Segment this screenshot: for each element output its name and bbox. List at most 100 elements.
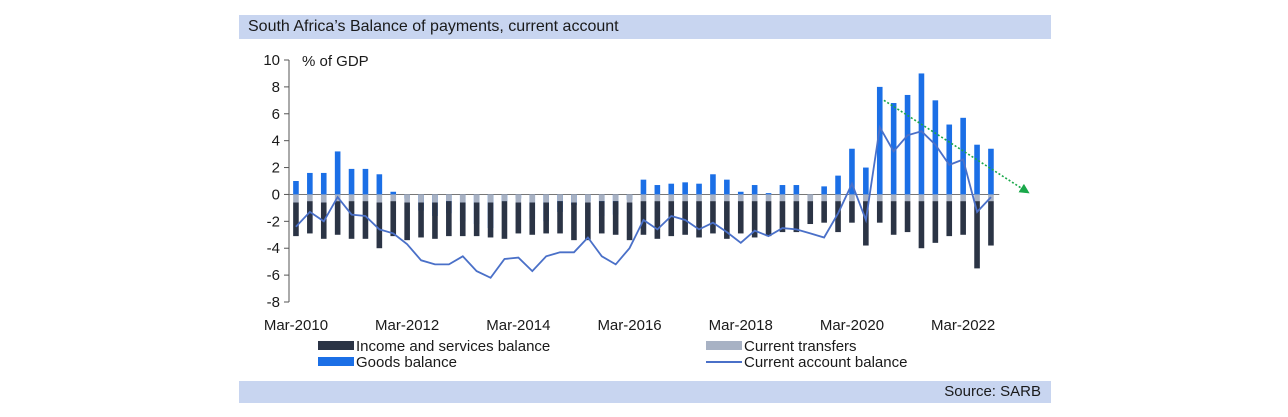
- goods-bar: [974, 144, 980, 195]
- y-tick-label: 0: [272, 186, 280, 203]
- income-bar: [446, 201, 452, 237]
- income-bar: [876, 201, 883, 223]
- goods-bar: [307, 172, 313, 195]
- goods-bar: [362, 168, 369, 195]
- income-bar: [515, 202, 522, 234]
- transfers-bar: [849, 194, 855, 202]
- goods-bar: [988, 148, 994, 195]
- transfers-bar: [362, 194, 369, 202]
- y-tick-label: -6: [267, 267, 280, 284]
- transfers-bar: [751, 194, 758, 202]
- goods-legend-swatch: [318, 357, 354, 366]
- transfers-bar: [571, 194, 577, 203]
- x-tick-label: Mar-2018: [709, 317, 773, 334]
- income-bar: [654, 201, 661, 239]
- income-bar: [849, 201, 855, 223]
- income-bar: [432, 202, 438, 239]
- goods-bar: [320, 172, 327, 195]
- goods-bar: [334, 151, 341, 195]
- transfers-bar: [612, 194, 619, 202]
- income-bar: [737, 201, 744, 234]
- y-tick-label: -4: [267, 240, 280, 257]
- x-tick-label: Mar-2014: [486, 317, 550, 334]
- transfers-bar: [418, 194, 424, 203]
- goods-bar: [376, 174, 383, 195]
- x-tick-label: Mar-2022: [931, 317, 995, 334]
- income-bar: [835, 201, 841, 233]
- income-bar: [696, 201, 702, 238]
- income-bar: [348, 201, 355, 239]
- goods-bar: [779, 185, 786, 195]
- transfers-bar: [529, 194, 536, 203]
- current-account-line: [295, 124, 992, 279]
- transfers-bar: [946, 194, 953, 202]
- goods-bar: [765, 193, 772, 195]
- goods-bar: [751, 185, 758, 195]
- income-bar: [598, 201, 605, 234]
- income-bar: [710, 201, 716, 234]
- income-bar: [946, 201, 953, 237]
- transfers-bar: [807, 194, 814, 202]
- trend-arrow: [883, 99, 1030, 194]
- income-bar: [960, 201, 966, 235]
- income-bar: [362, 201, 369, 239]
- y-tick-label: -8: [267, 294, 280, 311]
- axes-layer: -8 -6 -4 -2 0 2 4 6 8 10 Mar-2010 Mar-2012 Mar-2014 M…: [263, 52, 1000, 334]
- goods-bar: [696, 183, 702, 195]
- transfers-bar: [598, 194, 605, 202]
- transfers-bar: [473, 194, 480, 203]
- income-bar: [390, 201, 397, 237]
- title-banner: South Africa’s Balance of payments, curr…: [239, 15, 1051, 39]
- chart-title: South Africa’s Balance of payments, curr…: [248, 18, 619, 35]
- transfers-bar: [515, 194, 522, 203]
- income-bar: [612, 201, 619, 235]
- transfers-bar: [682, 194, 688, 202]
- transfers-bar: [890, 194, 897, 202]
- income-bar: [557, 201, 563, 234]
- transfers-bar: [626, 194, 633, 203]
- goods-bar: [890, 103, 897, 195]
- transfers-legend-label: Current transfers: [744, 338, 857, 355]
- income-bar: [585, 202, 591, 241]
- goods-bar: [821, 186, 827, 195]
- goods-bar: [668, 183, 675, 195]
- goods-bar: [863, 167, 869, 195]
- goods-bar: [737, 191, 744, 195]
- source-banner: Source: SARB: [239, 381, 1051, 403]
- transfers-bar: [432, 194, 438, 203]
- y-tick-label: -2: [267, 213, 280, 230]
- income-bar: [988, 201, 994, 246]
- transfers-bar: [307, 194, 313, 202]
- goods-bar: [654, 185, 661, 195]
- goods-bar: [946, 124, 953, 195]
- bars-layer: [293, 73, 994, 269]
- transfers-bar: [557, 194, 563, 202]
- goods-legend-label: Goods balance: [356, 354, 457, 371]
- line-layer: [295, 99, 1030, 279]
- goods-bar: [682, 182, 688, 195]
- income-bar: [487, 202, 494, 238]
- transfers-bar: [765, 194, 772, 202]
- transfers-bar: [293, 194, 299, 203]
- transfers-bar: [585, 194, 591, 203]
- income-bar: [418, 202, 424, 238]
- income-bar: [376, 202, 383, 249]
- income-legend-label: Income and services balance: [356, 338, 550, 355]
- source-label: Source: SARB: [944, 383, 1041, 400]
- goods-bar: [835, 175, 841, 195]
- x-tick-label: Mar-2010: [264, 317, 328, 334]
- income-bar: [751, 201, 758, 238]
- income-bar: [765, 201, 772, 237]
- transfers-bar: [960, 194, 966, 202]
- transfers-bar: [932, 194, 939, 202]
- transfers-bar: [974, 194, 980, 202]
- income-bar: [779, 201, 786, 233]
- transfers-bar: [835, 194, 841, 202]
- income-bar: [682, 201, 688, 235]
- transfers-bar: [404, 194, 410, 203]
- x-tick-label: Mar-2016: [597, 317, 661, 334]
- transfers-bar: [501, 194, 508, 202]
- income-bar: [668, 201, 675, 237]
- goods-bar: [960, 117, 966, 195]
